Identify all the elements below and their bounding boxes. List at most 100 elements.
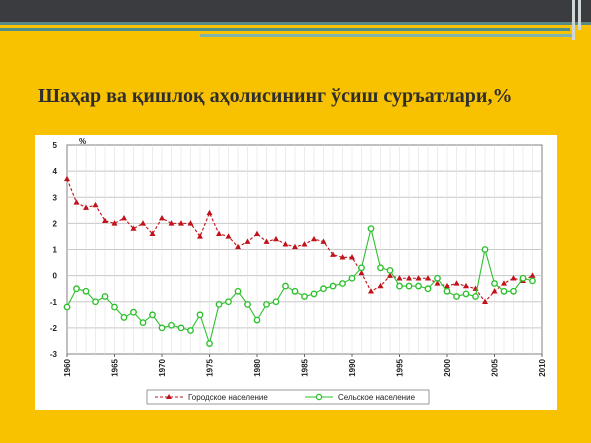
data-point-rural — [177, 324, 185, 332]
legend-label: Городское население — [188, 393, 268, 402]
data-point-urban — [111, 220, 118, 226]
data-point-urban — [301, 241, 308, 247]
data-point-rural — [320, 285, 327, 293]
y-tick-label: -3 — [50, 350, 58, 359]
top-bar — [0, 0, 591, 22]
data-point-urban — [425, 275, 431, 281]
decor-bar — [572, 0, 575, 40]
data-point-urban — [244, 238, 251, 244]
x-tick-label: 2005 — [491, 358, 500, 376]
data-point-rural — [187, 327, 194, 334]
data-point-urban — [130, 225, 137, 231]
data-point-rural — [462, 290, 470, 298]
data-point-urban — [501, 280, 507, 286]
data-point-rural — [244, 300, 251, 308]
decor-stripe — [200, 34, 575, 37]
legend-label: Сельское население — [338, 393, 416, 402]
data-point-urban — [121, 214, 127, 221]
y-tick-label: 1 — [53, 246, 58, 255]
data-point-urban — [415, 275, 422, 281]
data-point-urban — [64, 175, 70, 182]
data-point-rural — [130, 308, 137, 316]
data-point-rural — [405, 282, 413, 290]
y-tick-label: -1 — [50, 298, 58, 307]
data-point-urban — [225, 233, 232, 239]
data-point-urban — [140, 220, 146, 226]
data-point-urban — [377, 282, 384, 289]
data-point-urban — [178, 220, 184, 226]
data-point-urban — [102, 217, 108, 223]
data-point-rural — [301, 293, 308, 300]
data-point-urban — [149, 230, 156, 237]
data-point-urban — [206, 209, 213, 216]
data-point-urban — [187, 220, 194, 226]
data-point-rural — [234, 287, 242, 295]
top-bar-shade — [0, 22, 591, 25]
data-point-rural — [500, 287, 508, 295]
data-point-urban — [159, 214, 165, 221]
data-point-urban — [339, 254, 346, 260]
y-tick-label: 2 — [53, 219, 58, 228]
data-point-urban — [434, 280, 441, 286]
legend-box — [146, 389, 430, 405]
data-point-rural — [253, 316, 261, 324]
data-point-rural — [139, 319, 147, 327]
data-point-rural — [206, 340, 213, 347]
x-tick-label: 2010 — [538, 358, 547, 376]
data-point-rural — [367, 225, 375, 233]
data-point-rural — [348, 274, 356, 282]
data-point-urban — [529, 272, 536, 278]
data-point-rural — [196, 311, 204, 319]
x-tick-label: 1980 — [253, 358, 262, 376]
data-point-urban — [510, 275, 517, 281]
data-point-rural — [215, 300, 223, 308]
y-tick-label: 3 — [53, 193, 58, 202]
data-point-rural — [263, 300, 270, 308]
data-point-rural — [472, 293, 479, 300]
x-tick-label: 1975 — [206, 358, 215, 376]
data-point-rural — [339, 280, 346, 287]
data-point-urban — [273, 235, 279, 242]
data-point-rural — [272, 298, 280, 306]
data-point-urban — [92, 201, 99, 208]
data-point-rural — [120, 314, 128, 321]
data-point-urban — [320, 238, 327, 244]
decor-stripe — [0, 28, 570, 31]
data-point-rural — [282, 282, 289, 290]
x-tick-label: 1995 — [396, 358, 405, 376]
data-point-urban — [444, 282, 450, 289]
data-point-rural — [63, 303, 71, 311]
decor-bar — [578, 0, 581, 30]
x-tick-label: 1990 — [348, 358, 357, 376]
data-point-rural — [453, 293, 460, 300]
data-point-rural — [424, 285, 432, 293]
data-point-rural — [225, 298, 232, 306]
x-tick-label: 1965 — [111, 358, 120, 376]
data-point-urban — [387, 272, 393, 278]
data-point-urban — [349, 254, 355, 260]
y-tick-label: 5 — [53, 141, 58, 150]
chart-area: 5 4 3 2 1 0 -1 -2 -3 1960 1965 1970 1975 1980 1985 1990… — [35, 135, 557, 410]
y-unit-label: % — [79, 137, 86, 146]
data-point-urban — [73, 199, 80, 205]
data-point-urban — [330, 251, 336, 257]
data-point-urban — [463, 282, 469, 289]
data-point-urban — [235, 243, 241, 250]
data-point-rural — [101, 293, 109, 300]
data-point-urban — [406, 275, 412, 281]
data-point-rural — [168, 321, 175, 329]
data-point-urban — [292, 243, 298, 250]
population-growth-chart: 5 4 3 2 1 0 -1 -2 -3 1960 1965 1970 1975 1980 1985 1990… — [50, 137, 547, 405]
y-tick-label: -2 — [50, 324, 58, 333]
data-point-rural — [73, 285, 80, 293]
slide-title: Шаҳар ва қишлоқ аҳолисининг ўсиш суръатл… — [38, 85, 513, 107]
data-point-urban — [453, 280, 460, 286]
x-tick-label: 1985 — [301, 358, 310, 376]
y-tick-label: 4 — [53, 167, 58, 176]
data-point-urban — [311, 235, 317, 242]
data-point-urban — [491, 288, 498, 294]
data-point-rural — [377, 264, 384, 272]
data-point-urban — [282, 241, 289, 247]
data-point-rural — [329, 282, 337, 290]
data-point-urban — [263, 238, 270, 244]
